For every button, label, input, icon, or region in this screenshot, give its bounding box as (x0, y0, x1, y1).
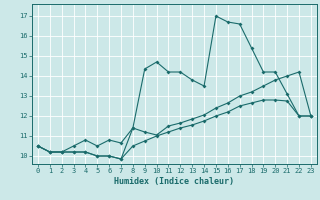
X-axis label: Humidex (Indice chaleur): Humidex (Indice chaleur) (115, 177, 234, 186)
